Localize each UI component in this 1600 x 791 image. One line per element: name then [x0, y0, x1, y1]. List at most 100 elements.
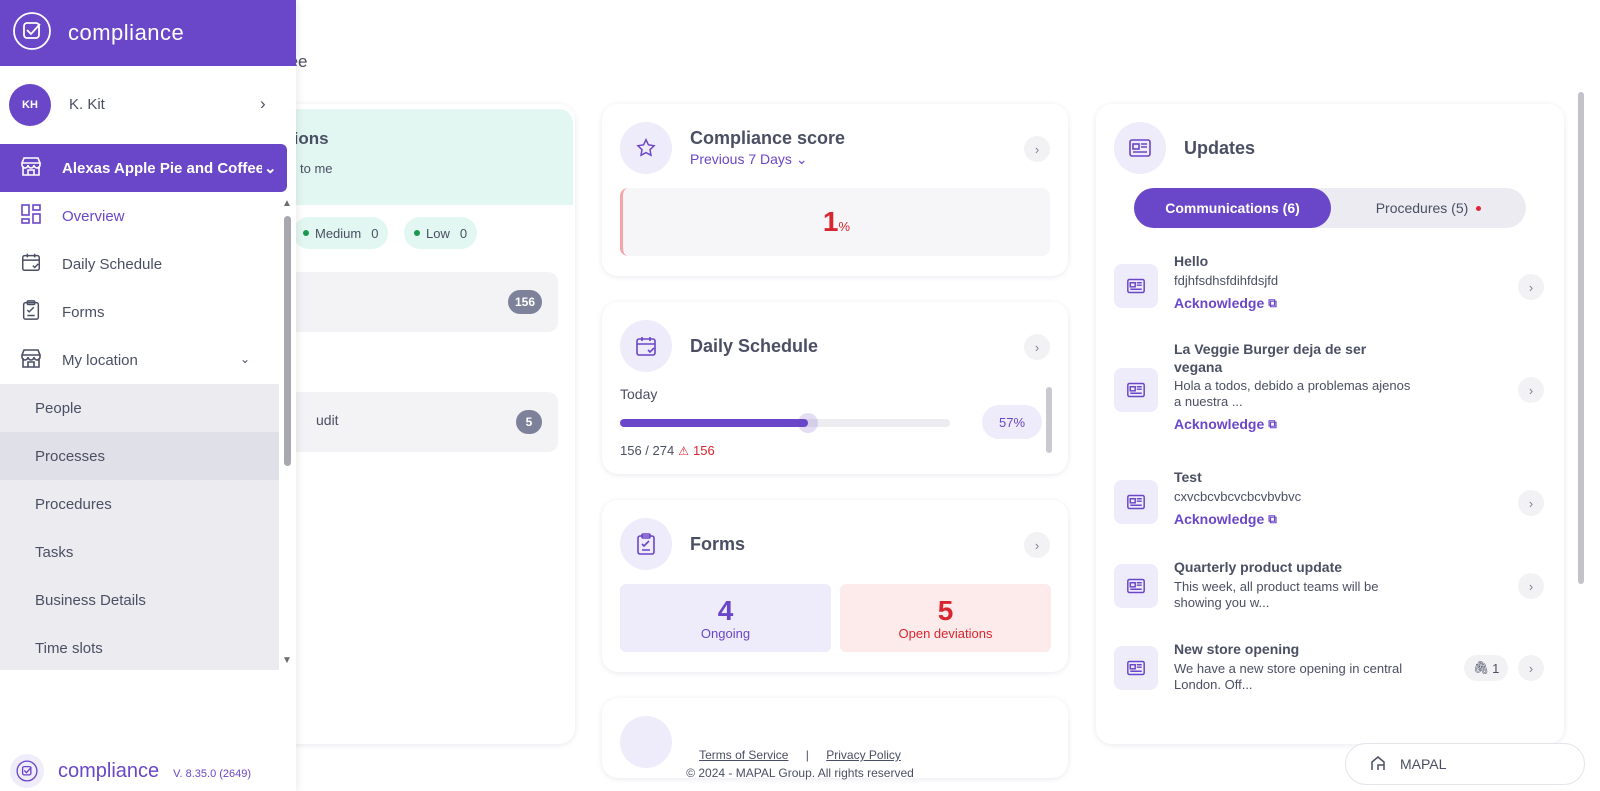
- update-item[interactable]: Hello fdjhfsdhsfdihfdsjfd Acknowledge ⧉ ›: [1114, 252, 1544, 322]
- ack-label: Acknowledge: [1174, 295, 1265, 311]
- priority-low-pill[interactable]: Low 0: [404, 217, 478, 249]
- chevron-right-button[interactable]: ›: [1518, 573, 1544, 599]
- chevron-right-button[interactable]: ›: [1518, 274, 1544, 300]
- warning-triangle-icon: ⚠: [678, 443, 689, 458]
- brand-header: compliance: [0, 0, 296, 66]
- submenu-item-time-slots[interactable]: Time slots: [35, 639, 103, 657]
- update-body: We have a new store opening in central L…: [1174, 661, 1403, 692]
- deviations-label: Open deviations: [898, 625, 993, 641]
- footer: Terms of Service | Privacy Policy © 2024…: [600, 748, 1000, 780]
- submenu-item-procedures[interactable]: Procedures: [35, 495, 112, 513]
- location-name: Alexas Apple Pie and Coffee: [62, 159, 262, 177]
- mapal-button[interactable]: MAPAL: [1345, 743, 1585, 785]
- privacy-link[interactable]: Privacy Policy: [826, 748, 901, 762]
- chevron-down-icon: ⌄: [240, 352, 251, 366]
- location-selector[interactable]: Alexas Apple Pie and Coffee ⌄: [0, 144, 287, 192]
- update-title: La Veggie Burger deja de ser vegana: [1174, 341, 1367, 375]
- sidebar-item-label: My location: [62, 351, 138, 369]
- chevron-right-icon: ›: [260, 94, 266, 113]
- update-item[interactable]: La Veggie Burger deja de ser vegana Hola…: [1114, 340, 1544, 440]
- scrollbar-thumb[interactable]: [284, 216, 291, 466]
- priority-medium-pill[interactable]: Medium 0: [293, 217, 389, 249]
- sidebar-drawer: compliance KH K. Kit › Alexas Apple Pie …: [0, 0, 296, 791]
- footer-separator: |: [805, 748, 809, 762]
- notifications-title: tions: [288, 129, 329, 148]
- paperclip-icon: 🖇: [1472, 660, 1490, 675]
- user-profile-row[interactable]: KH K. Kit ›: [0, 72, 296, 138]
- pill-label: Low: [426, 225, 450, 241]
- tab-procedures[interactable]: Procedures (5): [1331, 188, 1526, 228]
- update-item[interactable]: New store opening We have a new store op…: [1114, 640, 1544, 700]
- sidebar-item-daily-schedule[interactable]: Daily Schedule: [0, 240, 279, 288]
- acknowledge-link[interactable]: Acknowledge ⧉: [1174, 511, 1277, 527]
- news-icon: [1114, 368, 1158, 412]
- mapal-label: MAPAL: [1400, 756, 1447, 772]
- chevron-right-button[interactable]: ›: [1518, 377, 1544, 403]
- update-title: New store opening: [1174, 641, 1300, 657]
- attachment-count: 1: [1492, 660, 1500, 676]
- sidebar-scrollbar[interactable]: ▲ ▼: [281, 198, 293, 670]
- acknowledge-link[interactable]: Acknowledge ⧉: [1174, 295, 1277, 311]
- notifications-header[interactable]: tions to me: [250, 109, 573, 205]
- deviations-count: 5: [937, 594, 954, 626]
- unread-dot-icon: [1476, 205, 1482, 211]
- compliance-logo-icon: [12, 11, 52, 56]
- notifications-subtitle: to me: [300, 161, 333, 176]
- chevron-right-button[interactable]: ›: [1024, 136, 1050, 162]
- open-deviations-tile[interactable]: 5 Open deviations: [840, 584, 1051, 652]
- attachments-badge[interactable]: 🖇 1: [1464, 655, 1508, 681]
- news-icon: [1114, 564, 1158, 608]
- card-title: Compliance score: [690, 128, 846, 148]
- store-icon: [20, 156, 42, 180]
- score-value: 1: [822, 206, 839, 237]
- terms-link[interactable]: Terms of Service: [699, 748, 789, 762]
- app-version: V. 8.35.0 (2649): [173, 767, 252, 780]
- update-body: cxvcbcvbcvcbcvbvbvc: [1174, 489, 1302, 504]
- period-dropdown[interactable]: Previous 7 Days ⌄: [690, 151, 808, 168]
- submenu-item-business-details[interactable]: Business Details: [35, 591, 146, 609]
- notification-row[interactable]: udit 5: [280, 392, 558, 452]
- forms-card: Forms › 4 Ongoing 5 Open deviations: [602, 500, 1068, 672]
- ongoing-count: 4: [717, 594, 734, 626]
- page-scrollbar[interactable]: [1578, 92, 1584, 584]
- update-body: This week, all product teams will be sho…: [1174, 579, 1379, 610]
- tab-communications[interactable]: Communications (6): [1134, 188, 1331, 228]
- status-dot-icon: [414, 230, 420, 236]
- brand-name: compliance: [68, 20, 185, 45]
- today-label: Today: [620, 386, 658, 402]
- card-icon: [620, 716, 672, 768]
- tab-label: Procedures (5): [1375, 200, 1469, 216]
- scroll-down-icon[interactable]: ▼: [282, 655, 292, 666]
- submenu-item-people[interactable]: People: [35, 399, 82, 417]
- pill-count: 0: [459, 225, 468, 241]
- news-icon: [1114, 646, 1158, 690]
- update-body: Hola a todos, debido a problemas ajenos …: [1174, 378, 1411, 409]
- scroll-up-icon[interactable]: ▲: [282, 198, 292, 209]
- schedule-stats: 156 / 274 ⚠ 156: [620, 443, 715, 458]
- row-label: udit: [316, 412, 339, 428]
- progress-knob: [798, 413, 818, 433]
- sidebar-item-forms[interactable]: Forms: [0, 288, 279, 336]
- sidebar-item-my-location[interactable]: My location ⌄: [0, 336, 279, 384]
- update-item[interactable]: Quarterly product update This week, all …: [1114, 558, 1544, 618]
- pill-label: Medium: [315, 225, 362, 241]
- my-location-submenu: People Processes Procedures Tasks Busine…: [0, 384, 279, 670]
- copy-icon: ⧉: [1268, 416, 1277, 431]
- acknowledge-link[interactable]: Acknowledge ⧉: [1174, 416, 1277, 432]
- progress-percent: 57%: [982, 405, 1042, 439]
- done-total: 156 / 274: [620, 443, 675, 458]
- chevron-right-button[interactable]: ›: [1518, 490, 1544, 516]
- brand-name: compliance: [58, 759, 160, 782]
- notification-row[interactable]: 156: [280, 272, 558, 332]
- chevron-right-button[interactable]: ›: [1024, 532, 1050, 558]
- update-item[interactable]: Test cxvcbcvbcvcbcvbvbvc Acknowledge ⧉ ›: [1114, 468, 1544, 538]
- submenu-item-processes[interactable]: Processes: [0, 432, 279, 480]
- sidebar-item-overview[interactable]: Overview: [0, 192, 279, 240]
- chevron-right-button[interactable]: ›: [1024, 334, 1050, 360]
- card-scrollbar[interactable]: [1046, 387, 1052, 453]
- chevron-right-button[interactable]: ›: [1518, 655, 1544, 681]
- ongoing-forms-tile[interactable]: 4 Ongoing: [620, 584, 831, 652]
- submenu-item-tasks[interactable]: Tasks: [35, 543, 74, 561]
- news-icon: [1114, 122, 1166, 174]
